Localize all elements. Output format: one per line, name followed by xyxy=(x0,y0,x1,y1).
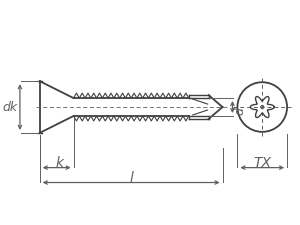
Text: dk: dk xyxy=(3,101,18,114)
Text: TX: TX xyxy=(253,156,271,170)
Text: k: k xyxy=(56,156,64,170)
Text: l: l xyxy=(129,171,133,184)
Text: d: d xyxy=(233,107,247,115)
